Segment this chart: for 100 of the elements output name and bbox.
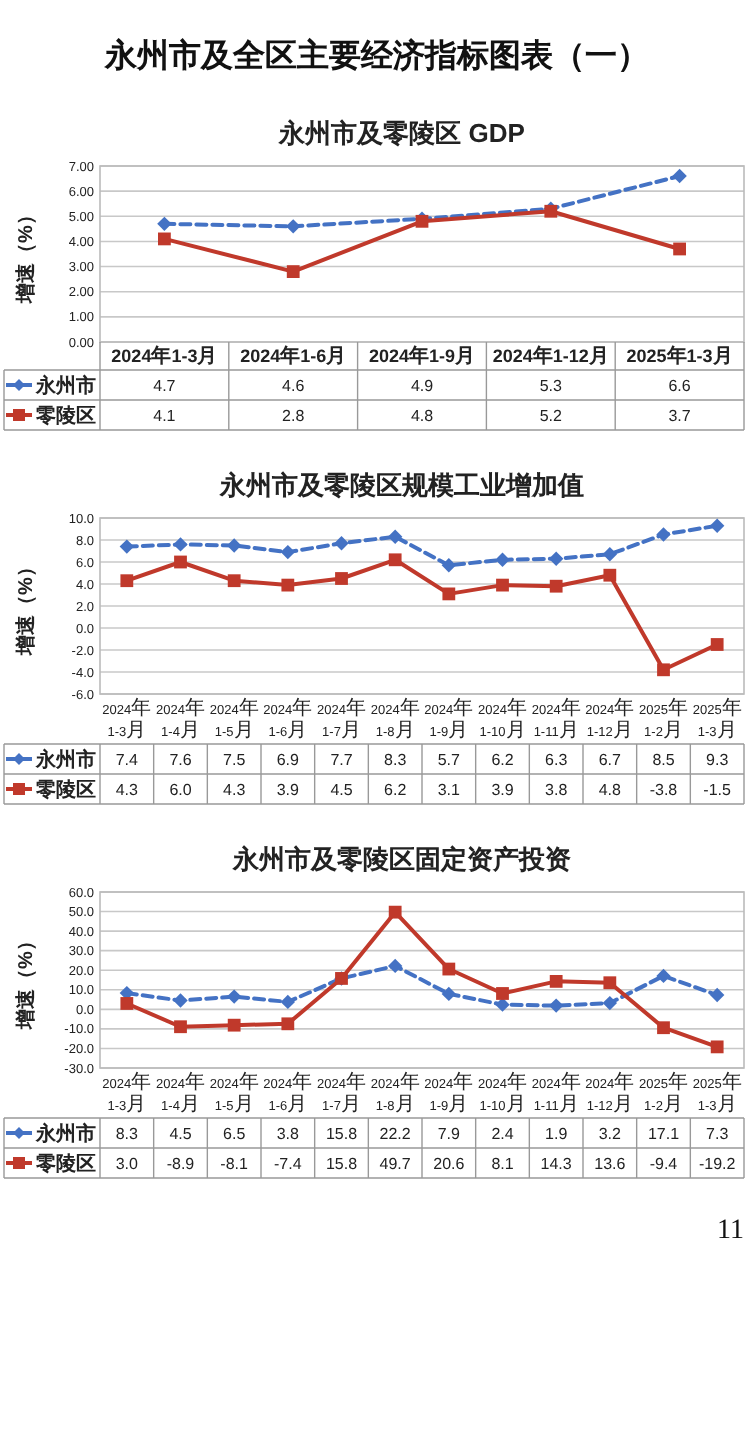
point — [495, 552, 510, 567]
data-label: -19.2 — [698, 1154, 737, 1173]
data-label: -9.4 — [649, 1154, 679, 1173]
data-label: 7.7 — [330, 750, 354, 769]
data-label: 4.9 — [410, 376, 435, 395]
data-label: 5.3 — [539, 376, 564, 395]
point — [158, 232, 171, 246]
point — [709, 987, 725, 1003]
point — [710, 638, 724, 651]
legend-label: 零陵区 — [34, 1152, 96, 1176]
data-label: 3.9 — [276, 780, 301, 799]
point — [441, 986, 457, 1002]
data-label: 4.3 — [223, 780, 247, 799]
data-label: 15.8 — [325, 1154, 359, 1173]
data-label: -7.4 — [274, 1154, 303, 1173]
point — [496, 578, 509, 592]
x-tick-label: 2024年1-9月 — [368, 344, 476, 368]
data-label: 49.7 — [379, 1154, 412, 1173]
y-axis-title: 增速（%） — [14, 557, 38, 657]
data-label: 7.6 — [169, 750, 193, 769]
data-label: -8.9 — [166, 1154, 196, 1173]
data-label: 4.8 — [598, 780, 623, 799]
chart-title: 永州市及零陵区规模工业增加值 — [218, 470, 584, 500]
point — [173, 537, 188, 552]
data-label: 6.6 — [668, 376, 692, 395]
data-label: 4.5 — [169, 1124, 193, 1143]
point — [388, 553, 402, 567]
data-label: 7.9 — [437, 1124, 462, 1143]
data-label: 14.3 — [540, 1154, 573, 1173]
point — [335, 572, 348, 585]
point — [387, 958, 403, 974]
data-label: 4.5 — [330, 780, 354, 799]
point — [657, 663, 670, 677]
point — [227, 1018, 241, 1032]
data-label: 3.0 — [115, 1154, 140, 1173]
data-label: 8.1 — [491, 1154, 515, 1173]
point — [709, 518, 725, 533]
data-label: -1.5 — [703, 780, 733, 799]
y-axis-title: 增速（%） — [14, 205, 38, 305]
data-label: 6.0 — [169, 780, 193, 799]
data-label: -3.8 — [649, 780, 679, 799]
data-label: 4.7 — [153, 376, 177, 395]
data-label: 8.5 — [652, 750, 676, 769]
point — [602, 995, 618, 1011]
point — [442, 962, 456, 976]
point — [120, 574, 134, 588]
point — [286, 265, 300, 278]
data-label: 8.3 — [384, 750, 408, 769]
data-label: 13.6 — [594, 1154, 627, 1173]
data-label: 6.2 — [491, 750, 515, 769]
point — [388, 905, 402, 919]
legend-label: 零陵区 — [34, 404, 96, 428]
legend-label: 永州市 — [34, 374, 96, 398]
data-label: 4.6 — [282, 376, 306, 395]
data-label: 6.2 — [384, 780, 408, 799]
point — [710, 1040, 724, 1054]
x-tick-label: 2025年1-3月 — [626, 344, 733, 368]
chart-title: 永州市及零陵区 GDP — [277, 118, 526, 148]
data-label: 3.9 — [491, 780, 515, 799]
data-label: 7.3 — [706, 1124, 730, 1143]
data-label: 2.4 — [491, 1124, 515, 1143]
data-label: 3.1 — [437, 780, 462, 799]
point — [157, 216, 172, 232]
point — [673, 242, 686, 256]
data-label: 1.9 — [545, 1124, 569, 1143]
data-label: 22.2 — [379, 1124, 412, 1143]
data-label: 6.3 — [545, 750, 569, 769]
data-label: 6.9 — [276, 750, 301, 769]
legend-label: 零陵区 — [34, 778, 96, 802]
point — [496, 987, 509, 1000]
point — [226, 989, 242, 1004]
point — [657, 1021, 670, 1035]
point — [174, 1020, 187, 1034]
x-tick-label: 2024年1-6月 — [240, 344, 347, 368]
data-label: 5.7 — [437, 750, 462, 769]
chart-title: 永州市及零陵区固定资产投资 — [231, 844, 571, 874]
point — [495, 997, 510, 1012]
point — [119, 539, 135, 554]
point — [226, 538, 242, 553]
point — [281, 1017, 295, 1031]
x-tick-label: 2024年1-12月 — [492, 344, 609, 368]
legend-label: 永州市 — [34, 748, 96, 772]
data-label: 6.7 — [598, 750, 623, 769]
point — [174, 555, 187, 569]
point — [334, 536, 349, 551]
point — [548, 998, 564, 1013]
data-label: 6.5 — [223, 1124, 247, 1143]
data-label: 9.3 — [706, 750, 730, 769]
point — [286, 219, 301, 234]
point — [442, 587, 456, 601]
data-label: 20.6 — [433, 1154, 466, 1173]
text: 永州市及全区主要经济指标图表（一） — [103, 36, 649, 74]
point — [549, 579, 563, 593]
data-label: 3.2 — [598, 1124, 623, 1143]
point — [441, 558, 457, 573]
point — [387, 529, 403, 544]
data-label: 17.1 — [647, 1124, 681, 1143]
point — [549, 974, 563, 988]
point — [672, 168, 687, 184]
point — [227, 574, 241, 588]
